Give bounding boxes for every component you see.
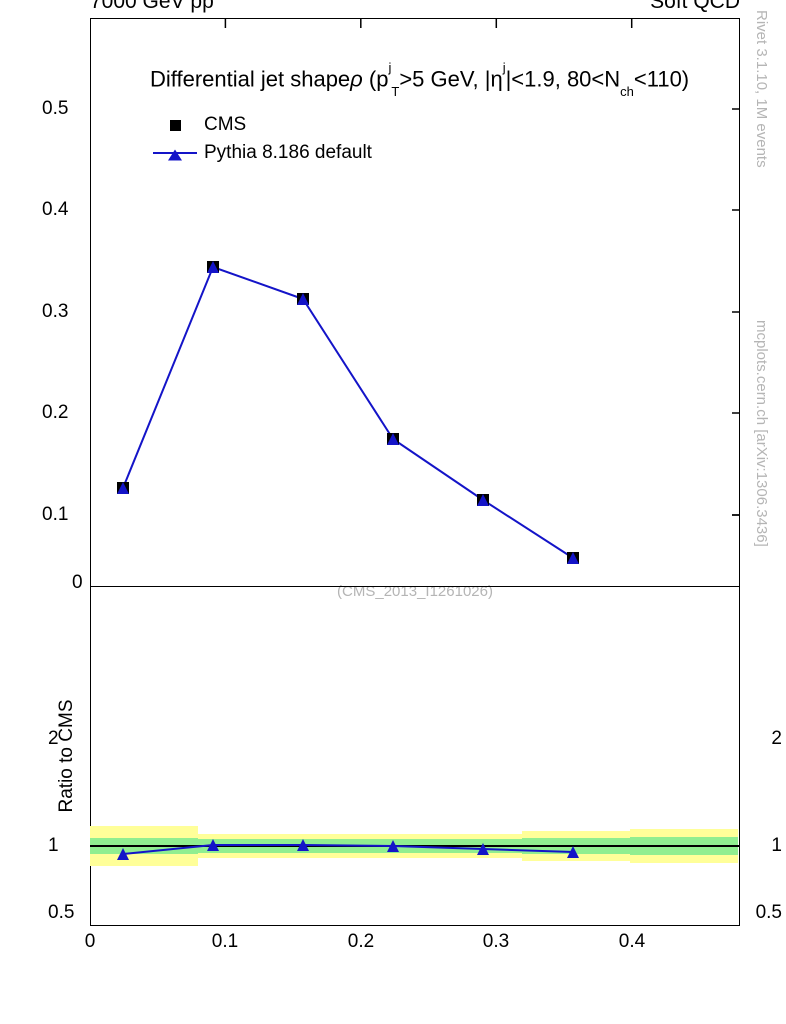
collision-energy-label: 7000 GeV pp bbox=[90, 0, 214, 14]
x-tick-label: 0.2 bbox=[348, 931, 374, 953]
ratio-axis-label: Ratio to CMS bbox=[56, 700, 78, 813]
x-tick-label: 0.3 bbox=[483, 931, 509, 953]
ratio-y-tick-label: 1 bbox=[48, 835, 59, 857]
y-tick-label: 0.5 bbox=[42, 98, 68, 120]
cms-series-markers[interactable] bbox=[117, 261, 579, 564]
ratio-y-tick-label: 2 bbox=[48, 728, 59, 750]
ratio-chart-svg bbox=[90, 586, 740, 926]
y-tick-label: 0.1 bbox=[42, 504, 68, 526]
y-tick-label: 0.2 bbox=[42, 402, 68, 424]
y-tick-label: 0.3 bbox=[42, 301, 68, 323]
pythia-series-line bbox=[123, 267, 573, 558]
top-axis-major-ticks bbox=[90, 18, 632, 28]
x-tick-label: 0 bbox=[85, 931, 96, 953]
pythia-series-markers[interactable] bbox=[117, 261, 579, 564]
main-chart-panel: 7000 GeV pp Soft QCD 0.1 0.2 0.3 0.4 0.5… bbox=[90, 18, 740, 586]
truncated-zero-label: 0 bbox=[72, 572, 83, 594]
top-axis-right-ticks bbox=[732, 109, 740, 515]
y-tick-label: 0.4 bbox=[42, 199, 68, 221]
x-tick-label: 0.4 bbox=[619, 931, 645, 953]
ratio-chart-panel: 0 Ratio to CMS 2 1 0.5 2 1 0.5 0 0.1 0.2… bbox=[90, 586, 740, 926]
ratio-y-tick-label: 0.5 bbox=[48, 902, 74, 924]
main-chart-svg bbox=[90, 18, 740, 586]
mcplots-citation-label: mcplots.cern.ch [arXiv:1306.3436] bbox=[753, 320, 770, 547]
ratio-y-tick-label-right: 0.5 bbox=[756, 902, 782, 924]
ratio-y-tick-label-right: 2 bbox=[771, 728, 782, 750]
rivet-version-label: Rivet 3.1.10, 1M events bbox=[753, 10, 770, 168]
jet-shape-plot: 7000 GeV pp Soft QCD 0.1 0.2 0.3 0.4 0.5… bbox=[0, 0, 786, 1024]
analysis-category-label: Soft QCD bbox=[650, 0, 740, 14]
x-tick-label: 0.1 bbox=[212, 931, 238, 953]
ratio-y-tick-label-right: 1 bbox=[771, 835, 782, 857]
